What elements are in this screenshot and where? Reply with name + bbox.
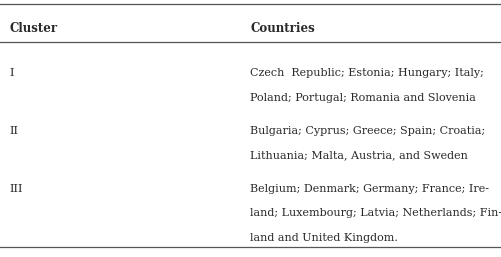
Text: Countries: Countries [250, 22, 315, 35]
Text: Lithuania; Malta, Austria, and Sweden: Lithuania; Malta, Austria, and Sweden [250, 150, 468, 160]
Text: land; Luxembourg; Latvia; Netherlands; Fin-: land; Luxembourg; Latvia; Netherlands; F… [250, 208, 501, 218]
Text: land and United Kingdom.: land and United Kingdom. [250, 233, 398, 243]
Text: Cluster: Cluster [9, 22, 57, 35]
Text: Bulgaria; Cyprus; Greece; Spain; Croatia;: Bulgaria; Cyprus; Greece; Spain; Croatia… [250, 126, 486, 136]
Text: II: II [9, 126, 18, 136]
Text: III: III [9, 184, 23, 194]
Text: Belgium; Denmark; Germany; France; Ire-: Belgium; Denmark; Germany; France; Ire- [250, 184, 489, 194]
Text: Poland; Portugal; Romania and Slovenia: Poland; Portugal; Romania and Slovenia [250, 93, 476, 103]
Text: Czech  Republic; Estonia; Hungary; Italy;: Czech Republic; Estonia; Hungary; Italy; [250, 68, 484, 78]
Text: I: I [9, 68, 14, 78]
